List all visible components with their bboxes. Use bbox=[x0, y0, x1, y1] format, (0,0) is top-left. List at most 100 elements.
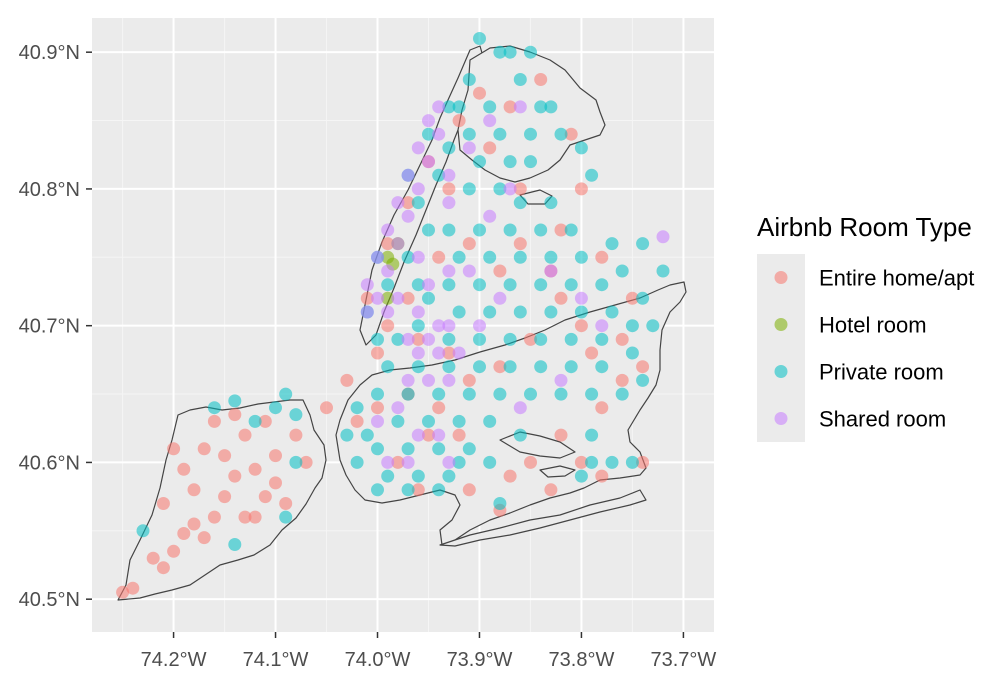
data-point bbox=[207, 414, 221, 428]
data-point bbox=[493, 497, 507, 510]
data-point bbox=[299, 455, 313, 469]
data-point bbox=[564, 127, 578, 141]
data-point bbox=[228, 408, 242, 422]
data-point bbox=[534, 223, 548, 237]
data-point bbox=[411, 332, 425, 346]
data-point bbox=[411, 141, 425, 155]
data-point bbox=[126, 581, 140, 595]
legend-key-point bbox=[774, 271, 788, 284]
data-point bbox=[513, 250, 527, 264]
data-point bbox=[411, 346, 425, 360]
data-point bbox=[279, 497, 293, 510]
data-point bbox=[401, 209, 415, 223]
data-point bbox=[636, 455, 650, 469]
y-tick-label: 40.5°N bbox=[19, 589, 80, 611]
data-point bbox=[513, 182, 527, 196]
data-point bbox=[636, 291, 650, 305]
data-point bbox=[381, 319, 395, 333]
data-point bbox=[442, 182, 456, 196]
x-tick-label: 73.7°W bbox=[651, 649, 717, 671]
data-point bbox=[524, 387, 537, 401]
data-point bbox=[513, 401, 527, 415]
data-point bbox=[595, 319, 609, 333]
data-point bbox=[228, 538, 242, 551]
data-point bbox=[554, 428, 568, 442]
data-point bbox=[371, 414, 384, 428]
data-point bbox=[156, 497, 170, 510]
data-point bbox=[371, 442, 384, 456]
data-point bbox=[462, 182, 476, 196]
data-point bbox=[483, 114, 497, 128]
data-point bbox=[503, 182, 517, 196]
data-point bbox=[177, 462, 191, 476]
data-point bbox=[207, 510, 221, 524]
data-point bbox=[615, 332, 629, 346]
data-point bbox=[462, 373, 476, 387]
data-point bbox=[422, 155, 435, 169]
data-point bbox=[279, 387, 293, 401]
data-points bbox=[116, 32, 670, 599]
data-point bbox=[381, 455, 395, 469]
data-point bbox=[432, 100, 446, 114]
data-point bbox=[544, 305, 558, 319]
data-point bbox=[636, 237, 650, 251]
data-point bbox=[442, 346, 456, 360]
legend-key-point bbox=[774, 365, 788, 378]
data-point bbox=[452, 114, 466, 128]
data-point bbox=[493, 387, 507, 401]
data-point bbox=[411, 360, 425, 374]
data-point bbox=[422, 414, 435, 428]
data-point bbox=[422, 332, 435, 346]
data-point bbox=[574, 141, 588, 155]
data-point bbox=[391, 401, 405, 415]
data-point bbox=[544, 196, 558, 210]
data-point bbox=[574, 305, 588, 319]
data-point bbox=[350, 401, 364, 415]
data-point bbox=[401, 332, 415, 346]
legend: Airbnb Room Type Entire home/apt Hotel roo… bbox=[757, 212, 974, 442]
data-point bbox=[432, 483, 446, 497]
data-point bbox=[473, 319, 486, 333]
data-point bbox=[442, 264, 456, 278]
data-point bbox=[228, 394, 242, 408]
data-point bbox=[473, 155, 486, 169]
legend-key-point bbox=[774, 318, 788, 331]
data-point bbox=[625, 319, 639, 333]
x-tick-label: 74.1°W bbox=[243, 649, 309, 671]
axes: 74.2°W 74.1°W 74.0°W 73.9°W 73.8°W 73.7°W 40.5… bbox=[19, 42, 717, 671]
data-point bbox=[381, 237, 395, 251]
data-point bbox=[483, 455, 497, 469]
data-point bbox=[411, 305, 425, 319]
y-tick-label: 40.9°N bbox=[19, 42, 80, 64]
data-point bbox=[625, 291, 639, 305]
data-point bbox=[279, 510, 293, 524]
data-point bbox=[289, 428, 303, 442]
data-point bbox=[371, 332, 384, 346]
data-point bbox=[258, 414, 272, 428]
data-point bbox=[493, 182, 507, 196]
data-point bbox=[411, 196, 425, 210]
legend-title: Airbnb Room Type bbox=[757, 212, 972, 242]
data-point bbox=[401, 455, 415, 469]
data-point bbox=[462, 264, 476, 278]
data-point bbox=[473, 86, 486, 100]
data-point bbox=[371, 291, 384, 305]
data-point bbox=[442, 332, 456, 346]
data-point bbox=[269, 476, 282, 490]
data-point bbox=[452, 250, 466, 264]
data-point bbox=[544, 483, 558, 497]
data-point bbox=[289, 408, 303, 422]
data-point bbox=[360, 305, 374, 319]
data-point bbox=[371, 387, 384, 401]
data-point bbox=[483, 414, 497, 428]
data-point bbox=[401, 291, 415, 305]
data-point bbox=[595, 469, 609, 483]
data-point bbox=[493, 264, 507, 278]
data-point bbox=[146, 551, 160, 565]
data-point bbox=[513, 305, 527, 319]
data-point bbox=[197, 442, 211, 456]
data-point bbox=[442, 168, 456, 182]
data-point bbox=[636, 360, 650, 374]
data-point bbox=[595, 278, 609, 292]
